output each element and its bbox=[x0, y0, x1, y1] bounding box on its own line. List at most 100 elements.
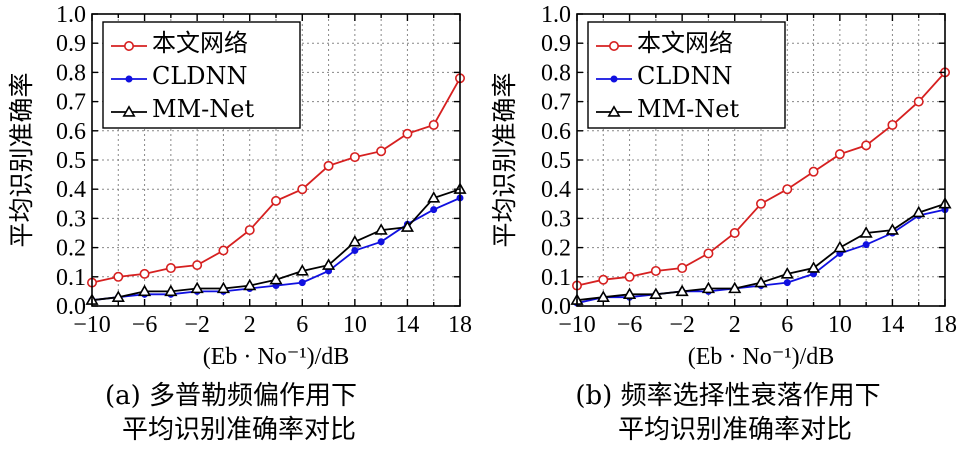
y-tick-label: 1.0 bbox=[56, 2, 86, 28]
y-tick-label: 0.3 bbox=[541, 206, 571, 232]
x-axis-label-a: (Eb · No⁻¹)/dB bbox=[203, 344, 350, 370]
data-point-s2 bbox=[622, 287, 637, 300]
y-axis-label-a: 平均识别准确率 bbox=[7, 72, 36, 247]
y-tick-label: 0.1 bbox=[56, 265, 86, 291]
y-tick-label: 0.7 bbox=[56, 90, 86, 116]
y-tick-label: 0.8 bbox=[56, 60, 86, 86]
data-point-s0 bbox=[677, 263, 688, 274]
data-point-s2 bbox=[833, 240, 847, 253]
y-tick-label: 0.2 bbox=[56, 236, 86, 262]
y-tick-label: 0.6 bbox=[541, 119, 571, 145]
data-point-s0 bbox=[192, 260, 203, 271]
legend-swatches-b bbox=[596, 40, 632, 117]
caption-a-line-1: (a) 多普勒频偏作用下 bbox=[105, 381, 357, 411]
legend-swatch-marker-2 bbox=[122, 105, 136, 117]
data-point-s2 bbox=[728, 281, 742, 294]
data-point-s0 bbox=[913, 96, 924, 107]
data-point-s2 bbox=[885, 223, 900, 235]
y-tick-label: 0.9 bbox=[541, 31, 571, 57]
data-point-s2 bbox=[269, 272, 283, 285]
x-tick-labels-a: −10 −6 −2 2 6 10 14 18 bbox=[73, 312, 472, 338]
legend-label-b-0: 本文网络 bbox=[637, 29, 733, 57]
data-point-s0 bbox=[402, 128, 413, 139]
data-point-s1 bbox=[351, 247, 359, 255]
legend-box-a bbox=[102, 21, 301, 129]
data-point-s2 bbox=[912, 205, 926, 218]
legend-label-a-0: 本文网络 bbox=[152, 29, 248, 57]
data-point-s0 bbox=[729, 228, 740, 239]
x-tick-label: 2 bbox=[729, 312, 741, 338]
series-layer-a bbox=[85, 73, 467, 305]
data-point-s0 bbox=[808, 166, 819, 177]
y-tick-label: 0.2 bbox=[541, 236, 571, 262]
chart-panel-a: 0.0 0.1 0.2 0.3 0.4 0.5 0.6 0.7 0.8 0.9 1.0 −10 −6−… bbox=[7, 2, 472, 445]
data-point-s0 bbox=[624, 271, 635, 282]
y-tick-label: 0.8 bbox=[541, 60, 571, 86]
data-point-s2 bbox=[754, 275, 768, 288]
data-point-s0 bbox=[650, 265, 661, 276]
data-point-s2 bbox=[649, 287, 663, 300]
legend-label-b-1: CLDNN bbox=[637, 62, 733, 90]
data-point-s1 bbox=[430, 206, 438, 214]
data-point-s2 bbox=[243, 278, 257, 291]
x-tick-label: 18 bbox=[933, 312, 957, 338]
data-point-s0 bbox=[782, 184, 793, 195]
data-point-s0 bbox=[598, 274, 609, 285]
data-point-s2 bbox=[190, 281, 204, 294]
legend-box-b bbox=[587, 21, 786, 129]
x-tick-label: 2 bbox=[244, 312, 256, 338]
x-tick-label: 14 bbox=[395, 312, 419, 338]
legend-swatch-marker-1 bbox=[610, 75, 618, 83]
data-point-s0 bbox=[755, 198, 766, 209]
x-tick-label: 18 bbox=[448, 312, 472, 338]
data-point-s2 bbox=[701, 281, 716, 294]
x-tick-label: −6 bbox=[132, 312, 158, 338]
data-point-s0 bbox=[349, 152, 360, 163]
y-tick-label: 0.4 bbox=[56, 177, 86, 203]
data-point-s0 bbox=[323, 160, 334, 171]
x-tick-label: 10 bbox=[343, 312, 367, 338]
legend-swatch-marker-0 bbox=[124, 40, 135, 51]
legend-swatch-marker-2 bbox=[607, 105, 621, 117]
y-axis-label-b: 平均识别准确率 bbox=[490, 72, 519, 247]
x-tick-label: −10 bbox=[558, 312, 596, 338]
data-point-s2 bbox=[348, 234, 362, 247]
data-point-s1 bbox=[298, 279, 306, 287]
data-point-s0 bbox=[861, 140, 872, 151]
x-tick-labels-b: −10 −6 −2 2 6 10 14 18 bbox=[558, 312, 957, 338]
y-tick-labels-a: 0.0 0.1 0.2 0.3 0.4 0.5 0.6 0.7 0.8 0.9 1.0 bbox=[56, 2, 86, 320]
chart-panel-b: 0.0 0.1 0.2 0.3 0.4 0.5 0.6 0.7 0.8 0.9 1.0 −10 −6−… bbox=[490, 2, 957, 445]
data-point-s0 bbox=[887, 119, 898, 130]
data-point-s0 bbox=[428, 119, 439, 130]
legend-swatch-marker-0 bbox=[608, 40, 619, 51]
data-point-s1 bbox=[783, 279, 791, 287]
data-point-s2 bbox=[137, 284, 152, 297]
data-point-s2 bbox=[374, 223, 388, 235]
x-tick-label: 6 bbox=[781, 312, 793, 338]
x-tick-label: 6 bbox=[296, 312, 308, 338]
data-point-s0 bbox=[218, 245, 229, 256]
grid-a bbox=[92, 14, 460, 306]
y-tick-label: 0.4 bbox=[541, 177, 571, 203]
y-tick-label: 0.5 bbox=[56, 148, 86, 174]
data-point-s2 bbox=[675, 284, 689, 297]
y-tick-label: 0.9 bbox=[56, 31, 86, 57]
y-tick-label: 0.7 bbox=[541, 90, 571, 116]
data-point-s0 bbox=[165, 263, 176, 274]
legend-b: 本文网络 CLDNN MM-Net bbox=[587, 21, 786, 129]
caption-a-line-2: 平均识别准确率对比 bbox=[122, 415, 356, 445]
legend-swatches-a bbox=[111, 40, 147, 117]
data-point-s2 bbox=[111, 290, 125, 302]
data-point-s2 bbox=[780, 267, 794, 279]
y-tick-label: 0.1 bbox=[541, 265, 571, 291]
caption-b-line-2: 平均识别准确率对比 bbox=[618, 415, 852, 445]
y-tick-label: 1.0 bbox=[541, 2, 571, 28]
data-point-s0 bbox=[113, 271, 124, 282]
data-point-s0 bbox=[244, 225, 255, 236]
data-point-s0 bbox=[703, 248, 714, 259]
x-tick-label: −2 bbox=[184, 312, 210, 338]
data-point-s2 bbox=[427, 191, 441, 203]
data-point-s0 bbox=[139, 268, 150, 279]
tick-marks-a bbox=[91, 13, 461, 307]
